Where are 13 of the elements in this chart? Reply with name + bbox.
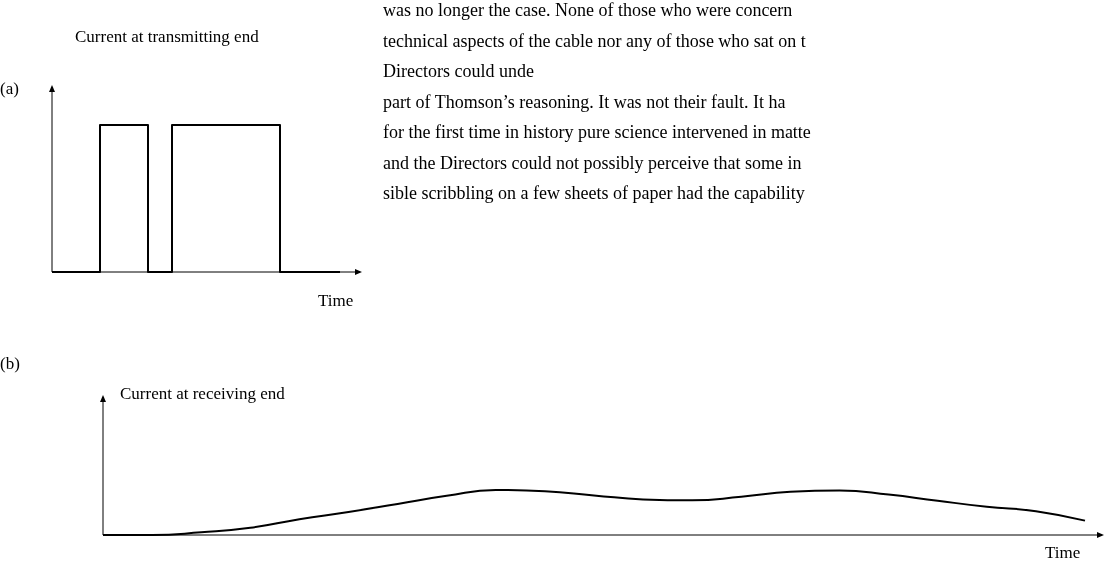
text: and the Directors could not possibly perceive that some in xyxy=(383,152,802,173)
y-axis-title: Current at receiving end xyxy=(120,384,286,403)
y-axis-title: Current at transmitting end xyxy=(75,27,260,46)
x-axis-title: Time xyxy=(318,291,354,310)
text: was no longer the case. None of those who were concern xyxy=(383,0,793,20)
text: for the first time in history pure science intervened in matte xyxy=(383,122,811,142)
x-axis-title: Time xyxy=(1045,543,1081,562)
text: (b) xyxy=(0,354,20,373)
text: (a) xyxy=(0,79,19,98)
text: technical aspects of the cable nor any of those who sat on t xyxy=(383,30,806,51)
text: part of Thomson’s reasoning. It was not their fault. It ha xyxy=(383,91,786,112)
text: sible scribbling on a few sheets of paper had the capability xyxy=(383,183,805,203)
text: Directors could unde xyxy=(383,61,534,81)
